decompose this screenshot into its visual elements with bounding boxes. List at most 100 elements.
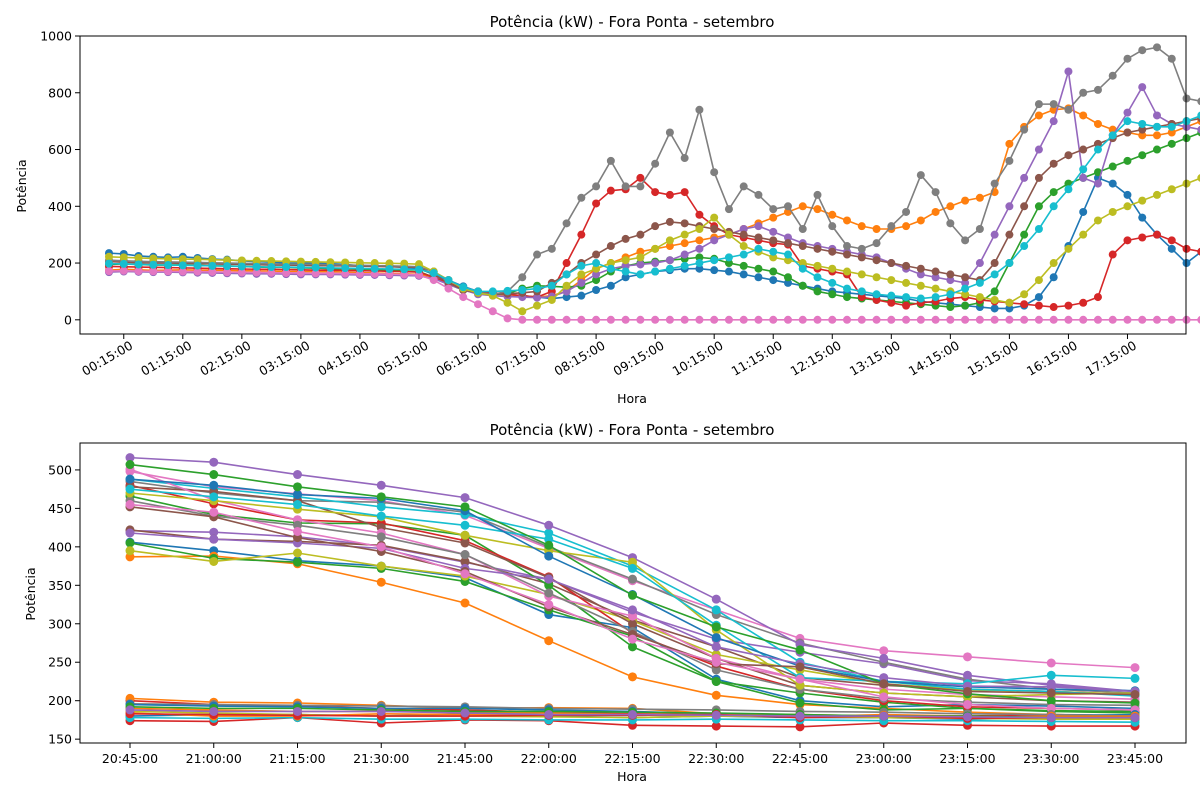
data-point xyxy=(544,574,554,584)
data-point xyxy=(1034,315,1043,324)
data-point xyxy=(237,256,246,265)
data-point xyxy=(533,315,542,324)
data-point xyxy=(208,261,217,270)
data-point xyxy=(724,259,733,268)
data-point xyxy=(533,250,542,259)
data-point xyxy=(710,315,719,324)
data-point xyxy=(1123,156,1132,165)
data-point xyxy=(1049,202,1058,211)
data-point xyxy=(1153,315,1161,324)
data-point xyxy=(376,561,386,571)
data-point xyxy=(783,273,792,282)
data-point xyxy=(1130,690,1140,700)
data-point xyxy=(355,258,364,267)
data-point xyxy=(680,230,689,239)
data-point xyxy=(1197,97,1200,106)
x-tick-label: 07:15:00 xyxy=(492,338,548,379)
data-point xyxy=(577,278,586,287)
data-point xyxy=(1093,315,1102,324)
data-point xyxy=(293,548,302,558)
y-tick-label: 1000 xyxy=(40,29,72,44)
data-point xyxy=(739,315,748,324)
data-point xyxy=(1079,88,1088,97)
series-line xyxy=(129,488,1136,685)
data-point xyxy=(444,276,453,285)
data-point xyxy=(1064,244,1073,253)
data-point xyxy=(1197,125,1200,134)
data-point xyxy=(665,217,674,226)
y-tick-label: 400 xyxy=(48,539,72,554)
y-tick-label: 400 xyxy=(48,199,72,214)
data-point xyxy=(946,303,955,312)
x-tick-label: 11:15:00 xyxy=(729,338,785,379)
data-point xyxy=(961,236,970,245)
data-point xyxy=(724,205,733,214)
data-point xyxy=(916,216,925,225)
data-point xyxy=(577,230,586,239)
data-point xyxy=(1020,202,1029,211)
data-point xyxy=(739,261,748,270)
data-point xyxy=(1153,122,1161,131)
data-point xyxy=(429,268,438,277)
data-point xyxy=(710,213,719,222)
data-point xyxy=(783,256,792,265)
data-point xyxy=(711,665,721,675)
data-point xyxy=(1123,190,1132,199)
data-point xyxy=(459,283,468,292)
data-point xyxy=(961,315,970,324)
data-point xyxy=(293,500,302,510)
data-point xyxy=(533,301,542,310)
data-point xyxy=(547,281,556,290)
data-point xyxy=(795,645,805,655)
data-point xyxy=(843,242,852,251)
data-point xyxy=(795,711,805,721)
data-point xyxy=(975,259,984,268)
data-point xyxy=(1005,156,1014,165)
data-point xyxy=(544,710,554,720)
data-point xyxy=(710,266,719,275)
data-point xyxy=(621,273,630,282)
data-point xyxy=(628,557,637,567)
data-point xyxy=(1079,315,1088,324)
data-point xyxy=(376,706,386,716)
data-point xyxy=(1138,46,1147,55)
data-point xyxy=(1167,54,1176,63)
data-point xyxy=(1138,83,1147,92)
data-point xyxy=(651,259,660,268)
y-tick-label: 200 xyxy=(48,256,72,271)
data-point xyxy=(813,273,822,282)
data-point xyxy=(125,705,135,715)
data-point xyxy=(621,182,630,191)
x-tick-label: 16:15:00 xyxy=(1024,338,1080,379)
data-point xyxy=(963,670,972,680)
data-point xyxy=(651,222,660,231)
data-point xyxy=(376,532,386,542)
data-point xyxy=(711,605,721,615)
data-point xyxy=(916,315,925,324)
data-point xyxy=(414,265,423,274)
series-4 xyxy=(105,173,1200,312)
x-tick-label: 22:45:00 xyxy=(772,751,828,766)
data-point xyxy=(209,457,219,467)
data-point xyxy=(975,278,984,287)
data-point xyxy=(695,264,704,273)
data-point xyxy=(282,268,291,277)
data-point xyxy=(1108,162,1117,171)
data-point xyxy=(975,224,984,233)
data-point xyxy=(628,619,637,629)
data-point xyxy=(562,270,571,279)
data-point xyxy=(1167,139,1176,148)
data-point xyxy=(376,577,386,587)
data-point xyxy=(739,182,748,191)
data-point xyxy=(739,270,748,279)
data-point xyxy=(795,722,805,732)
data-point xyxy=(460,502,470,512)
data-point xyxy=(544,540,554,550)
data-point xyxy=(1108,179,1117,188)
data-point xyxy=(105,252,113,261)
series-line xyxy=(108,46,1200,296)
data-point xyxy=(125,528,135,538)
data-point xyxy=(503,314,512,323)
data-point xyxy=(946,219,955,228)
data-point xyxy=(695,210,704,219)
